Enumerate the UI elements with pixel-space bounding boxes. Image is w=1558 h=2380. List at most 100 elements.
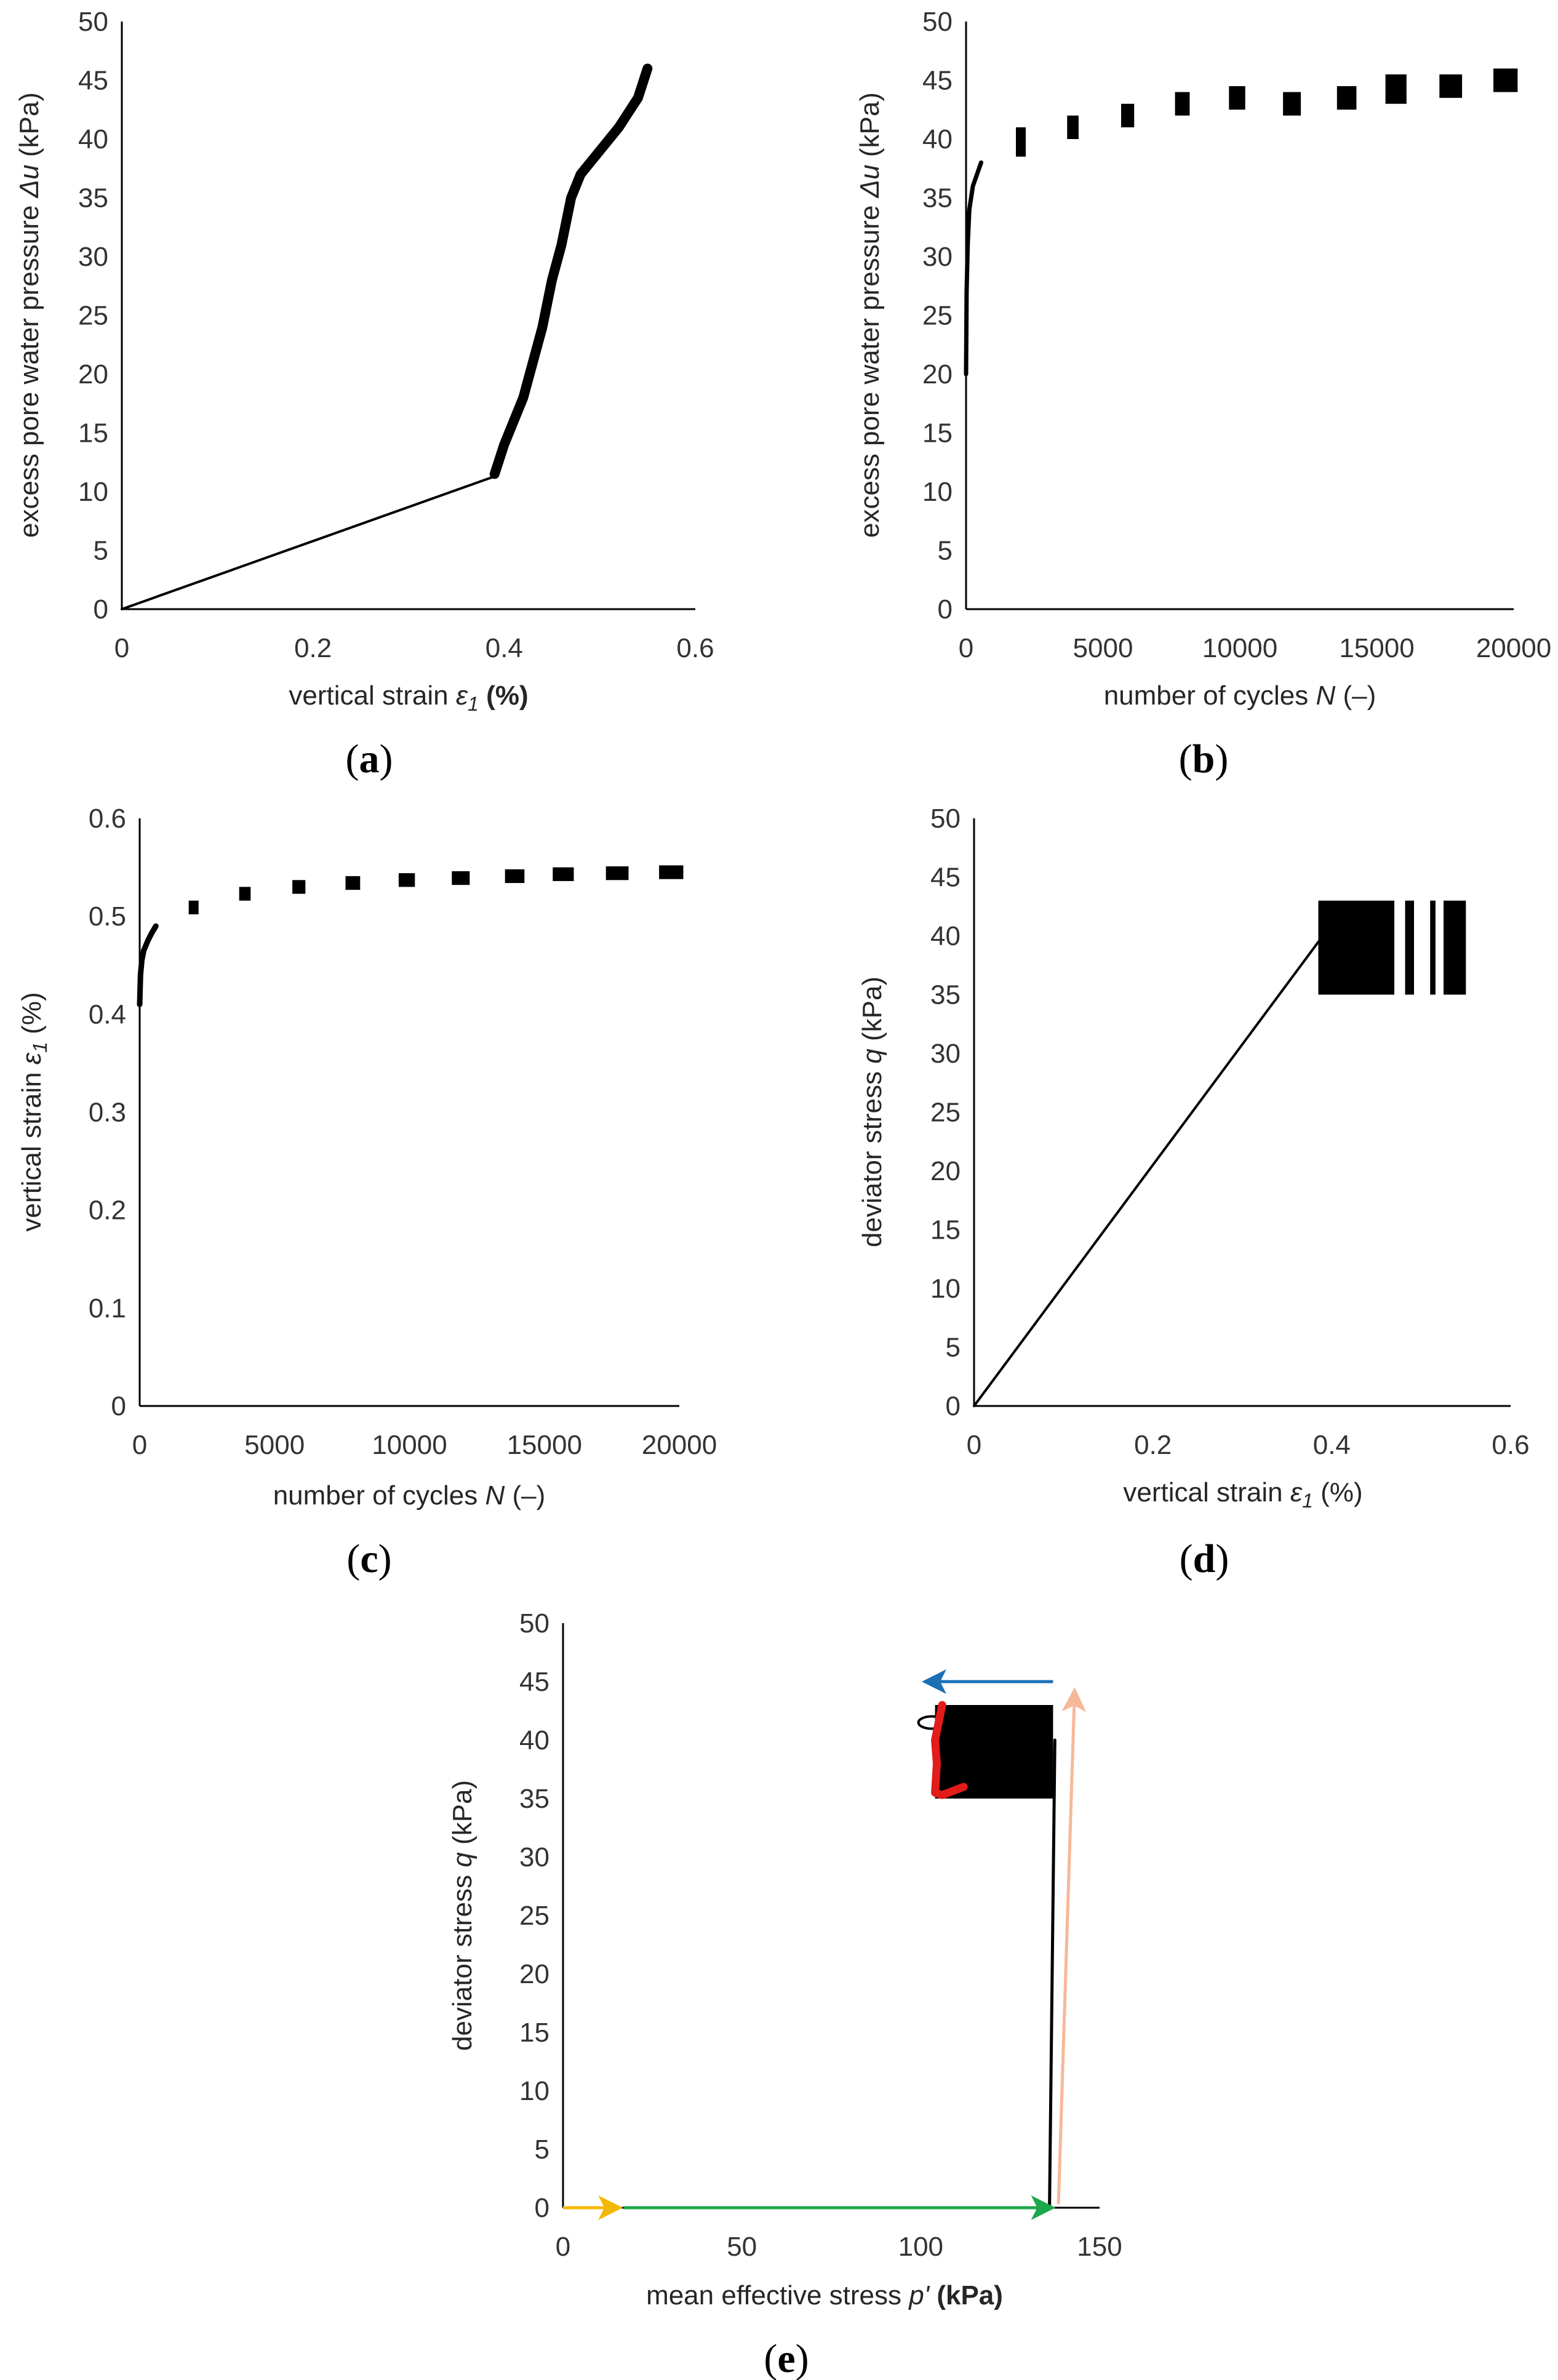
y-tick-label: 0.3 — [89, 1098, 126, 1128]
y-tick-label: 5 — [946, 1333, 961, 1363]
y-tick-label: 0 — [938, 594, 953, 625]
panel-b: 0 5 10 15 20 25 30 35 40 45 50 0 5000 10000 15000 2000… — [855, 7, 1551, 781]
x-axis-label: number of cycles N (–) — [1104, 681, 1376, 711]
panel-c: 0 0.1 0.2 0.3 0.4 0.5 0.6 0 5000 10000 15000 20000… — [17, 804, 717, 1581]
x-axis-label: vertical strain ε1 (%) — [289, 681, 528, 715]
y-tick-label: 15 — [519, 2018, 549, 2048]
y-tick-label: 50 — [922, 7, 953, 37]
cyclic-loading-block — [1318, 900, 1394, 995]
data-marks — [973, 900, 1466, 1407]
y-axis-label: vertical strain ε1 (%) — [17, 992, 51, 1231]
cycle-cluster-mark — [1067, 115, 1079, 139]
x-tick-label: 0.6 — [676, 633, 714, 663]
cyclic-loading-block — [1430, 900, 1436, 995]
y-tick-label: 25 — [930, 1098, 961, 1128]
y-ticks: 0 5 10 15 20 25 30 35 40 45 50 — [78, 7, 108, 625]
y-tick-label: 10 — [78, 477, 108, 507]
y-tick-label: 15 — [930, 1215, 961, 1245]
monotonic-loading-line — [121, 475, 496, 610]
cycle-cluster-mark — [239, 887, 251, 901]
y-tick-label: 0.5 — [89, 901, 126, 932]
x-tick-label: 10000 — [372, 1430, 447, 1460]
cycle-cluster-mark — [1175, 92, 1190, 116]
x-ticks: 0 5000 10000 15000 20000 — [959, 633, 1551, 663]
y-tick-label: 30 — [519, 1842, 549, 1872]
initial-cycles-curve — [137, 923, 159, 1007]
panel-a: 0 5 10 15 20 25 30 35 40 45 50 0 0.2 0.4 0.6 vertical… — [14, 7, 714, 781]
y-tick-label: 20 — [930, 1156, 961, 1186]
x-ticks: 0 0.2 0.4 0.6 — [114, 633, 714, 663]
x-tick-label: 0.4 — [485, 633, 523, 663]
y-tick-label: 5 — [535, 2134, 549, 2165]
x-tick-label: 20000 — [642, 1430, 717, 1460]
x-tick-label: 15000 — [507, 1430, 582, 1460]
x-tick-label: 0.6 — [1492, 1430, 1529, 1460]
initial-cycles-curve — [964, 160, 983, 377]
panel-e: 0 5 10 15 20 25 30 35 40 45 50 0 50 100 150 mean effe… — [447, 1608, 1122, 2380]
cycle-cluster-mark — [1016, 127, 1026, 157]
cycle-cluster-mark — [1229, 86, 1245, 110]
x-tick-label: 0.2 — [294, 633, 332, 663]
y-tick-label: 0 — [946, 1391, 961, 1421]
y-tick-label: 5 — [938, 536, 953, 566]
y-tick-label: 30 — [78, 242, 108, 272]
x-tick-label: 0 — [114, 633, 129, 663]
y-tick-label: 40 — [519, 1725, 549, 1755]
y-axis-label: deviator stress q (kPa) — [857, 976, 887, 1247]
y-ticks: 0 0.1 0.2 0.3 0.4 0.5 0.6 — [89, 804, 126, 1421]
y-tick-label: 10 — [519, 2076, 549, 2106]
y-axis-label: excess pore water pressure Δu (kPa) — [14, 92, 44, 538]
y-axis-label: deviator stress q (kPa) — [447, 1780, 477, 2051]
y-tick-label: 45 — [519, 1667, 549, 1697]
cycle-cluster-mark — [505, 869, 525, 884]
x-axis-label: number of cycles N (–) — [273, 1480, 546, 1511]
cycle-cluster-mark — [345, 876, 361, 890]
cycle-cluster-mark — [659, 865, 684, 879]
x-axis-label: mean effective stress p' (kPa) — [646, 2280, 1003, 2310]
cycle-cluster-mark — [1385, 74, 1407, 104]
y-tick-label: 25 — [519, 1901, 549, 1931]
x-tick-label: 15000 — [1339, 633, 1414, 663]
x-ticks: 0 50 100 150 — [556, 2232, 1122, 2262]
x-tick-label: 0.2 — [1134, 1430, 1172, 1460]
x-ticks: 0 5000 10000 15000 20000 — [132, 1430, 717, 1460]
y-tick-label: 35 — [519, 1784, 549, 1814]
y-tick-label: 50 — [930, 804, 961, 834]
y-tick-label: 40 — [922, 124, 953, 154]
cycle-cluster-mark — [1121, 103, 1135, 127]
y-tick-label: 0.1 — [89, 1293, 126, 1324]
x-tick-label: 150 — [1077, 2232, 1122, 2262]
panel-caption: (b) — [1179, 737, 1229, 781]
y-tick-label: 0.2 — [89, 1196, 126, 1226]
y-tick-label: 0 — [111, 1391, 126, 1421]
y-tick-label: 20 — [78, 359, 108, 389]
cycle-cluster-mark — [605, 866, 629, 881]
data-marks — [563, 1669, 1087, 2220]
x-tick-label: 50 — [727, 2232, 757, 2262]
cycle-cluster-mark — [188, 900, 199, 914]
panel-caption: (e) — [764, 2336, 809, 2380]
panel-d: 0 5 10 15 20 25 30 35 40 45 50 0 0.2 0.4 0.6 vertical… — [857, 804, 1530, 1581]
monotonic-loading-line — [973, 935, 1324, 1407]
y-tick-label: 10 — [922, 477, 953, 507]
y-tick-label: 10 — [930, 1274, 961, 1304]
y-tick-label: 25 — [78, 301, 108, 331]
y-tick-label: 50 — [78, 7, 108, 37]
x-ticks: 0 0.2 0.4 0.6 — [967, 1430, 1530, 1460]
x-tick-label: 5000 — [1073, 633, 1133, 663]
cycle-cluster-mark — [452, 871, 470, 885]
y-tick-label: 45 — [78, 66, 108, 96]
x-tick-label: 0 — [959, 633, 973, 663]
x-tick-label: 0 — [556, 2232, 570, 2262]
y-tick-label: 40 — [930, 921, 961, 951]
cyclic-loading-block — [1405, 900, 1414, 995]
y-tick-label: 15 — [78, 418, 108, 449]
data-marks — [121, 63, 653, 610]
y-tick-label: 15 — [922, 418, 953, 449]
y-ticks: 0 5 10 15 20 25 30 35 40 45 50 — [930, 804, 961, 1421]
data-marks — [137, 865, 684, 1007]
y-axis-label: excess pore water pressure Δu (kPa) — [855, 92, 885, 538]
y-tick-label: 20 — [922, 359, 953, 389]
y-tick-label: 45 — [930, 863, 961, 893]
